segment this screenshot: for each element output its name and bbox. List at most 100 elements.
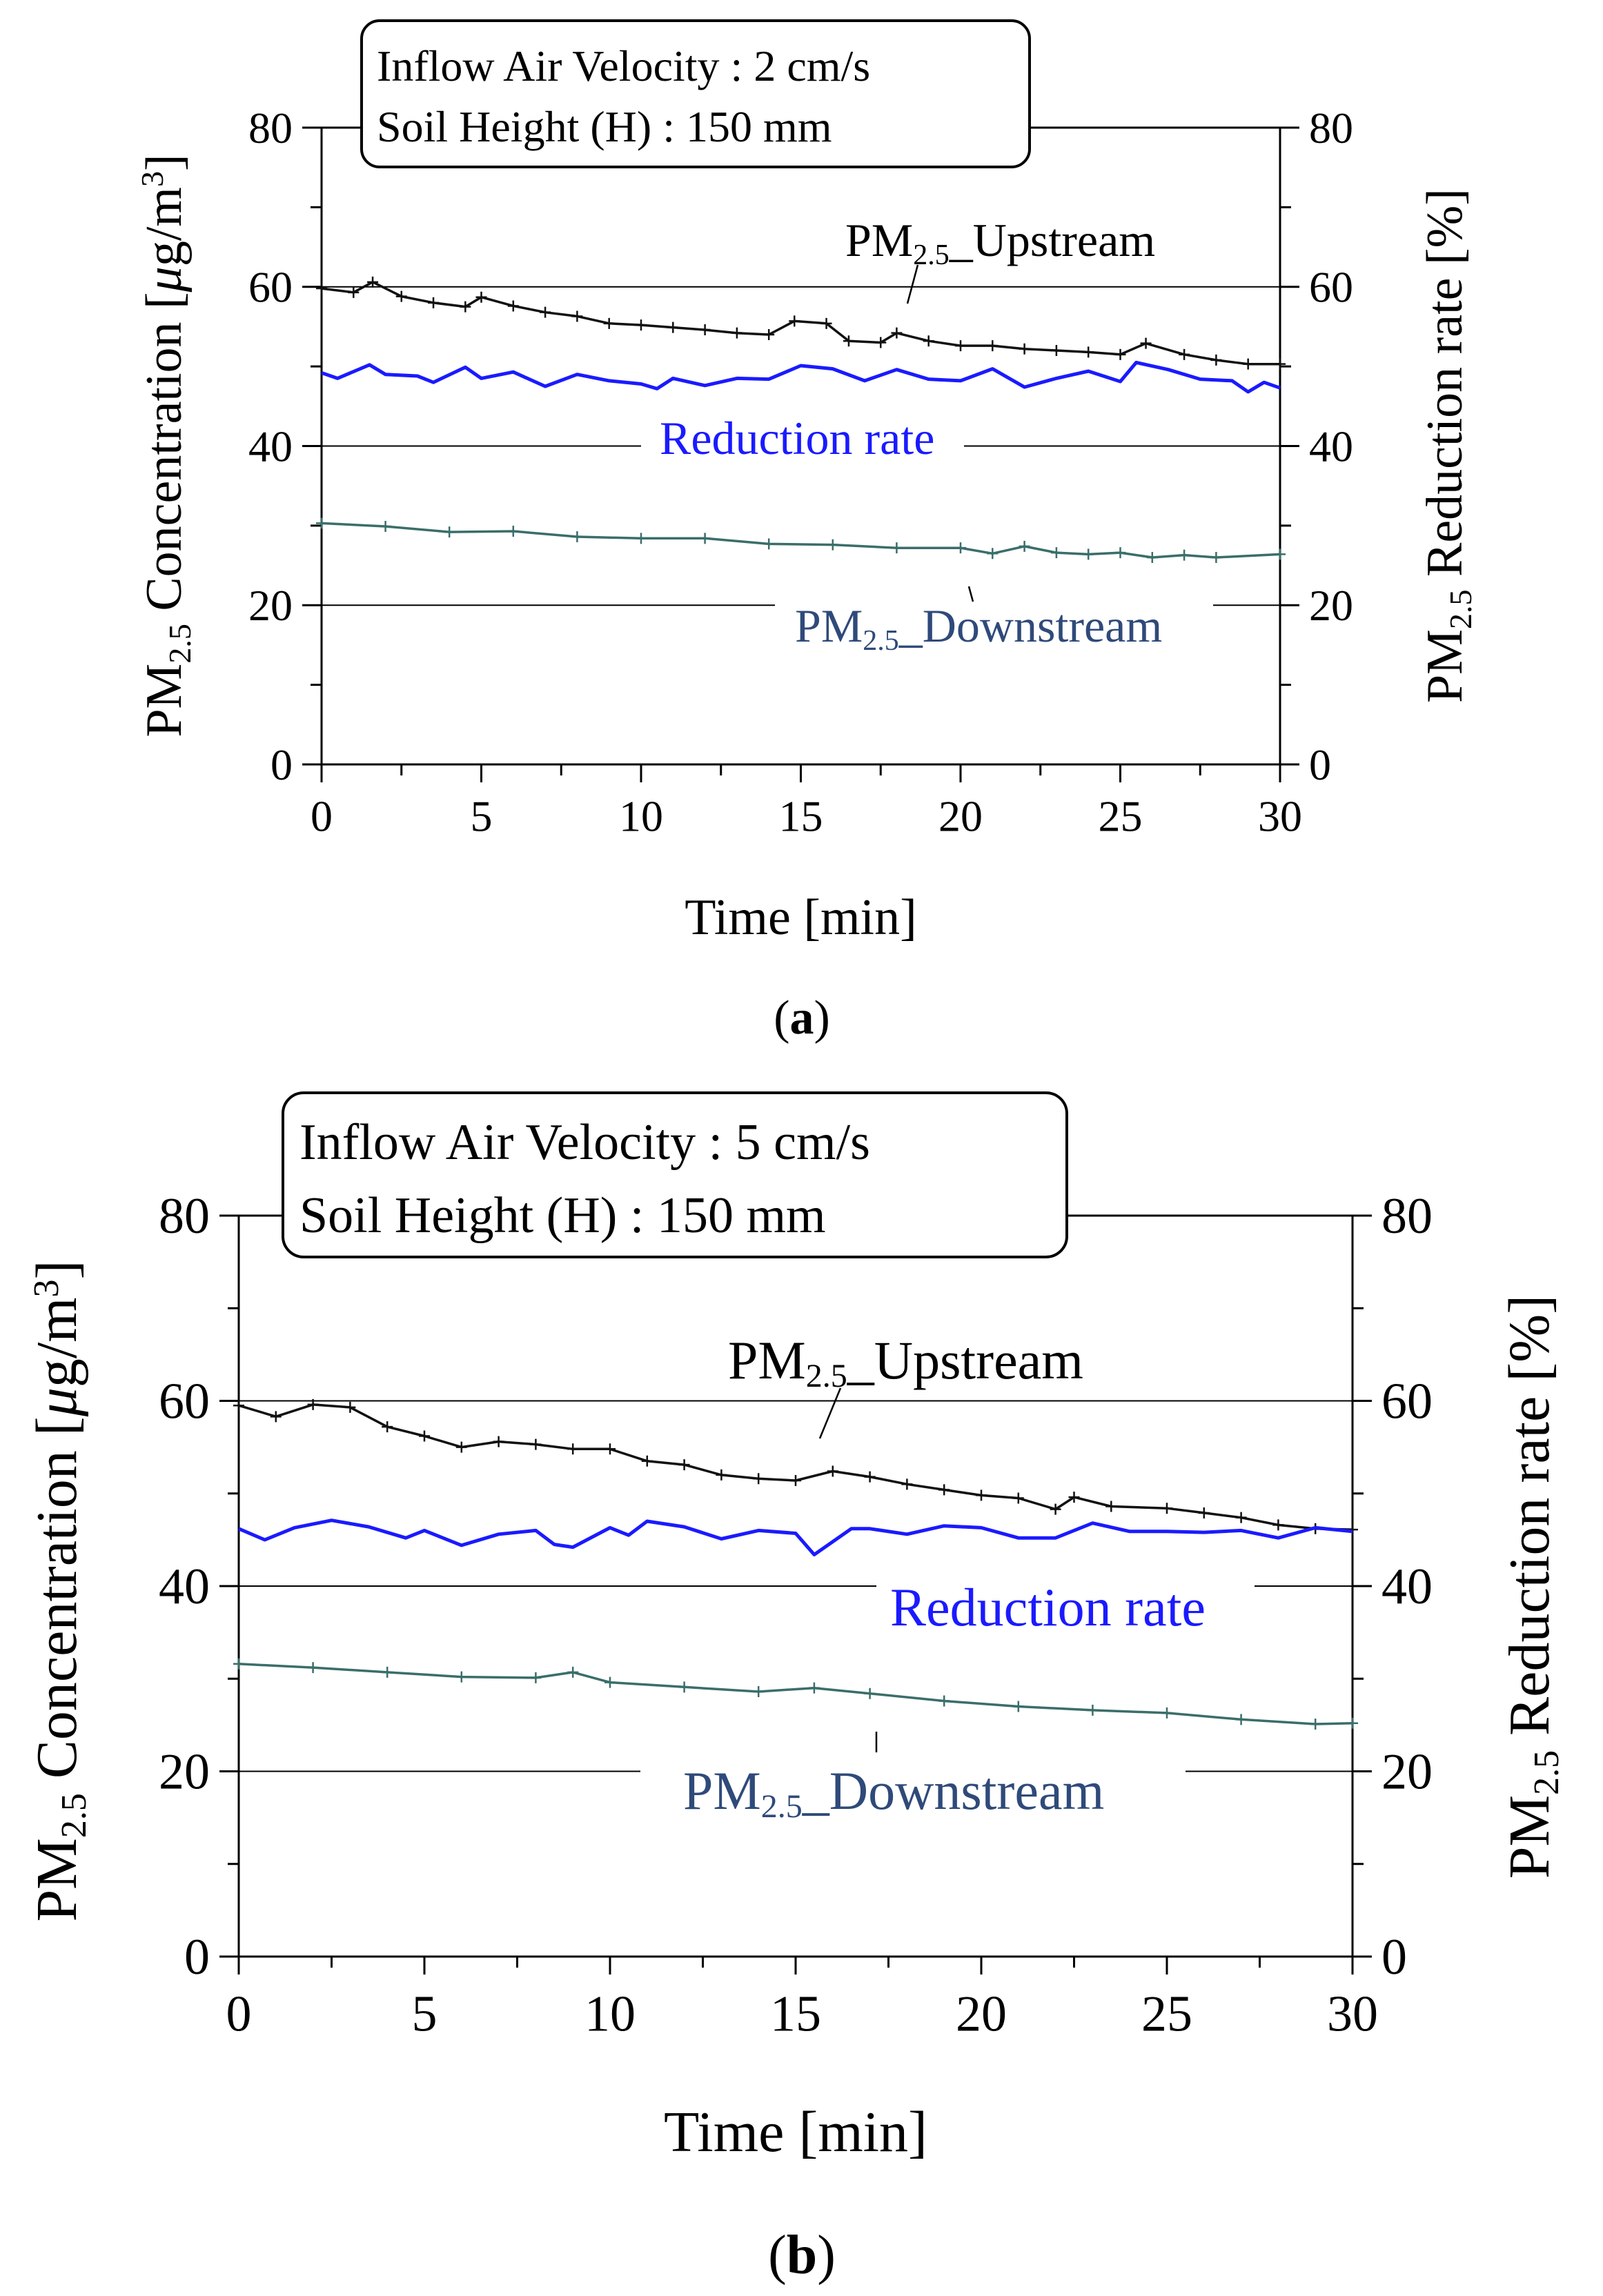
data-point-upstream (1083, 346, 1094, 358)
data-point-upstream (678, 1459, 690, 1471)
data-point-upstream (875, 337, 887, 348)
data-point-downstream (571, 531, 583, 543)
data-point-downstream (636, 533, 647, 544)
y-tick-label-right: 0 (1309, 740, 1331, 789)
x-tick-label: 30 (1327, 1986, 1378, 2042)
ylabel-left-sup: 3 (27, 1279, 66, 1297)
y-tick-label-right: 40 (1309, 422, 1353, 471)
y-tick-label-right: 60 (1381, 1374, 1433, 1430)
ylabel-left-sub: 2.5 (55, 1793, 94, 1838)
y-tick-label-left: 20 (248, 581, 293, 630)
upstream-label-text: _Upstream (847, 1330, 1083, 1390)
data-point-upstream (1050, 345, 1062, 357)
series-markers-downstream (233, 1658, 1358, 1730)
data-point-downstream (604, 1676, 616, 1688)
data-point-upstream (1140, 337, 1152, 349)
data-point-upstream (475, 291, 487, 303)
info-velocity-text: Inflow Air Velocity : 2 cm/s (377, 41, 870, 90)
ylabel-left-mid: Concentration [ (25, 1416, 89, 1793)
downstream-leader-line (967, 586, 974, 602)
panel-caption: (a) (774, 991, 830, 1045)
downstream-label: PM2.5_Downstream (795, 600, 1162, 657)
data-point-downstream (1235, 1714, 1247, 1725)
data-point-upstream (382, 1421, 393, 1433)
data-point-upstream (507, 300, 519, 312)
data-point-upstream (1019, 343, 1030, 355)
data-point-upstream (1012, 1492, 1024, 1504)
info-soil-height-text: Soil Height (H) : 150 mm (299, 1187, 826, 1244)
data-point-upstream (460, 301, 471, 313)
ylabel-left-pm: PM (136, 664, 193, 738)
x-tick-label: 25 (1099, 791, 1143, 840)
x-tick-label: 5 (412, 1986, 437, 2042)
data-point-upstream (641, 1455, 653, 1467)
data-point-upstream (1161, 1503, 1172, 1514)
downstream-label: PM2.5_Downstream (683, 1761, 1104, 1825)
data-point-upstream (923, 335, 934, 347)
data-point-downstream (1012, 1701, 1024, 1712)
data-point-upstream (1235, 1512, 1247, 1523)
series-line-downstream (238, 1663, 1353, 1725)
series-line-upstream (238, 1403, 1353, 1531)
y-axis-label-left: PM2.5 Concentration [μg/m3] (135, 154, 197, 737)
data-point-upstream (530, 1438, 542, 1450)
data-point-upstream (603, 317, 615, 329)
data-point-downstream (827, 539, 838, 551)
reduction-rate-label: Reduction rate (890, 1577, 1206, 1637)
data-point-downstream (1347, 1717, 1358, 1729)
ylabel-left-pm: PM (25, 1838, 89, 1921)
data-point-downstream (1275, 548, 1286, 560)
data-point-upstream (901, 1478, 913, 1490)
data-point-downstream (678, 1681, 690, 1693)
series-markers-downstream (316, 517, 1286, 564)
data-point-upstream (455, 1441, 467, 1453)
x-axis-label: Time [min] (664, 2100, 927, 2164)
y-tick-label-right: 80 (1381, 1188, 1433, 1245)
data-point-upstream (1114, 348, 1126, 360)
x-tick-label: 20 (938, 791, 983, 840)
data-point-downstream (316, 517, 327, 529)
y-tick-label-right: 20 (1381, 1744, 1433, 1801)
data-point-downstream (808, 1682, 820, 1694)
data-point-upstream (307, 1398, 319, 1410)
ylabel-left-post: ] (136, 154, 193, 171)
data-point-downstream (1050, 547, 1062, 559)
y-tick-label-right: 60 (1309, 263, 1353, 312)
data-point-upstream (395, 290, 407, 302)
data-point-upstream (938, 1484, 950, 1496)
y-tick-label-left: 40 (248, 422, 293, 471)
x-tick-label: 20 (956, 1986, 1007, 2042)
y-tick-label-right: 20 (1309, 581, 1353, 630)
ylabel-right-pm: PM (1497, 1795, 1562, 1879)
series-line-reduction (321, 360, 1281, 394)
data-point-upstream (789, 315, 800, 327)
data-point-upstream (316, 283, 327, 295)
data-point-downstream (233, 1658, 244, 1670)
x-tick-label: 25 (1141, 1986, 1192, 2042)
downstream-label-text: _Downstream (802, 1761, 1105, 1821)
y-axis-label-left: PM2.5 Concentration [μg/m3] (25, 1260, 94, 1921)
y-tick-label-left: 80 (159, 1188, 210, 1245)
y-tick-label-left: 20 (159, 1744, 210, 1801)
data-point-downstream (763, 538, 775, 550)
data-point-downstream (455, 1671, 467, 1683)
data-point-upstream (270, 1411, 282, 1423)
data-point-upstream (1179, 348, 1190, 360)
data-point-downstream (864, 1688, 876, 1699)
data-point-upstream (667, 321, 679, 333)
downstream-label-sub: 2.5 (761, 1788, 803, 1825)
panel-caption: (b) (768, 2225, 836, 2286)
x-tick-label: 10 (584, 1986, 636, 2042)
x-tick-label: 15 (770, 1986, 821, 2042)
upstream-label-pm: PM (728, 1330, 806, 1390)
info-box (360, 19, 1031, 168)
data-point-downstream (753, 1686, 765, 1698)
data-point-upstream (1105, 1501, 1117, 1512)
reduction-rate-label: Reduction rate (660, 412, 934, 464)
ylabel-right-post: Reduction rate [%] (1497, 1295, 1562, 1750)
data-point-upstream (976, 1490, 987, 1501)
series-markers-upstream (233, 1398, 1358, 1536)
